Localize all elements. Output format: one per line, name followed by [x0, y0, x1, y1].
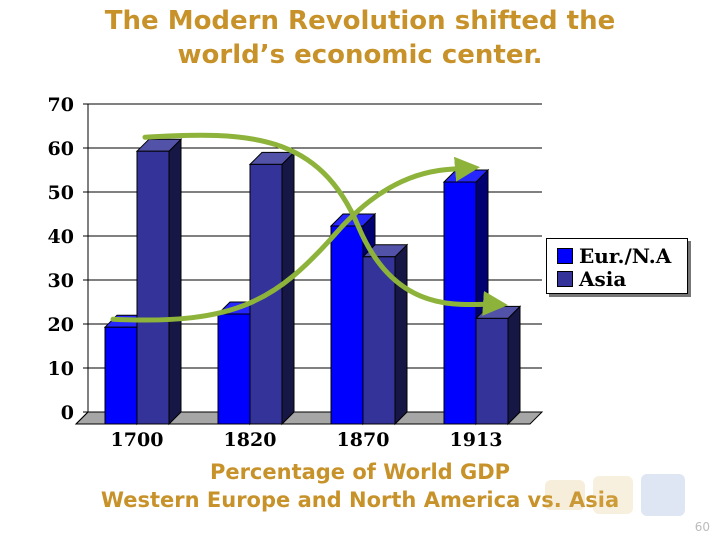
- bar-eur-1700: [104, 326, 138, 425]
- bar-asia-1870: [362, 256, 396, 425]
- bar-asia-1820: [249, 163, 283, 425]
- bar-side: [394, 243, 408, 426]
- legend-swatch-eur: [557, 247, 573, 264]
- legend-item-eur: Eur./N.A: [557, 245, 671, 267]
- chart-caption: Percentage of World GDP Western Europe a…: [0, 458, 720, 514]
- y-tick-label: 0: [61, 402, 74, 424]
- bar-side: [168, 137, 182, 426]
- bar-eur-1870: [330, 225, 364, 425]
- legend-label-asia: Asia: [579, 267, 627, 291]
- y-tick-label: 30: [48, 270, 74, 292]
- caption-line-2: Western Europe and North America vs. Asi…: [100, 488, 620, 512]
- caption-line-1: Percentage of World GDP: [209, 460, 511, 484]
- y-tick-label: 10: [48, 358, 74, 380]
- x-tick-label: 1870: [337, 429, 390, 451]
- x-tick-label: 1700: [111, 429, 164, 451]
- chart-legend: Eur./N.A Asia: [546, 238, 688, 294]
- trend-arrow-eur: [110, 156, 480, 323]
- y-tick-label: 20: [48, 314, 74, 336]
- floor-edge: [75, 411, 89, 425]
- legend-label-eur: Eur./N.A: [579, 244, 672, 268]
- trend-arrow-asia: [142, 132, 508, 316]
- slide-title: The Modern Revolution shifted the world’…: [0, 4, 720, 72]
- bar-asia-1700: [136, 150, 170, 425]
- bar-side: [507, 305, 521, 426]
- legend-item-asia: Asia: [557, 268, 626, 290]
- bar-eur-1820: [217, 313, 251, 425]
- bar-asia-1913: [475, 317, 509, 425]
- y-tick-label: 60: [48, 138, 74, 160]
- y-tick-label: 70: [48, 94, 74, 116]
- gdp-bar-chart: 0 10 20 30 40 50 60 70 1700 1820 1870 1913: [48, 94, 544, 451]
- x-tick-label: 1913: [450, 429, 503, 451]
- page-number: 60: [694, 520, 710, 534]
- legend-swatch-asia: [557, 270, 573, 287]
- title-line-1: The Modern Revolution shifted the: [104, 6, 616, 36]
- watermark-logo: [545, 474, 685, 516]
- x-tick-label: 1820: [224, 429, 277, 451]
- title-line-2: world’s economic center.: [177, 40, 543, 70]
- y-tick-label: 50: [48, 182, 74, 204]
- y-tick-label: 40: [48, 226, 74, 248]
- bar-side: [281, 151, 295, 426]
